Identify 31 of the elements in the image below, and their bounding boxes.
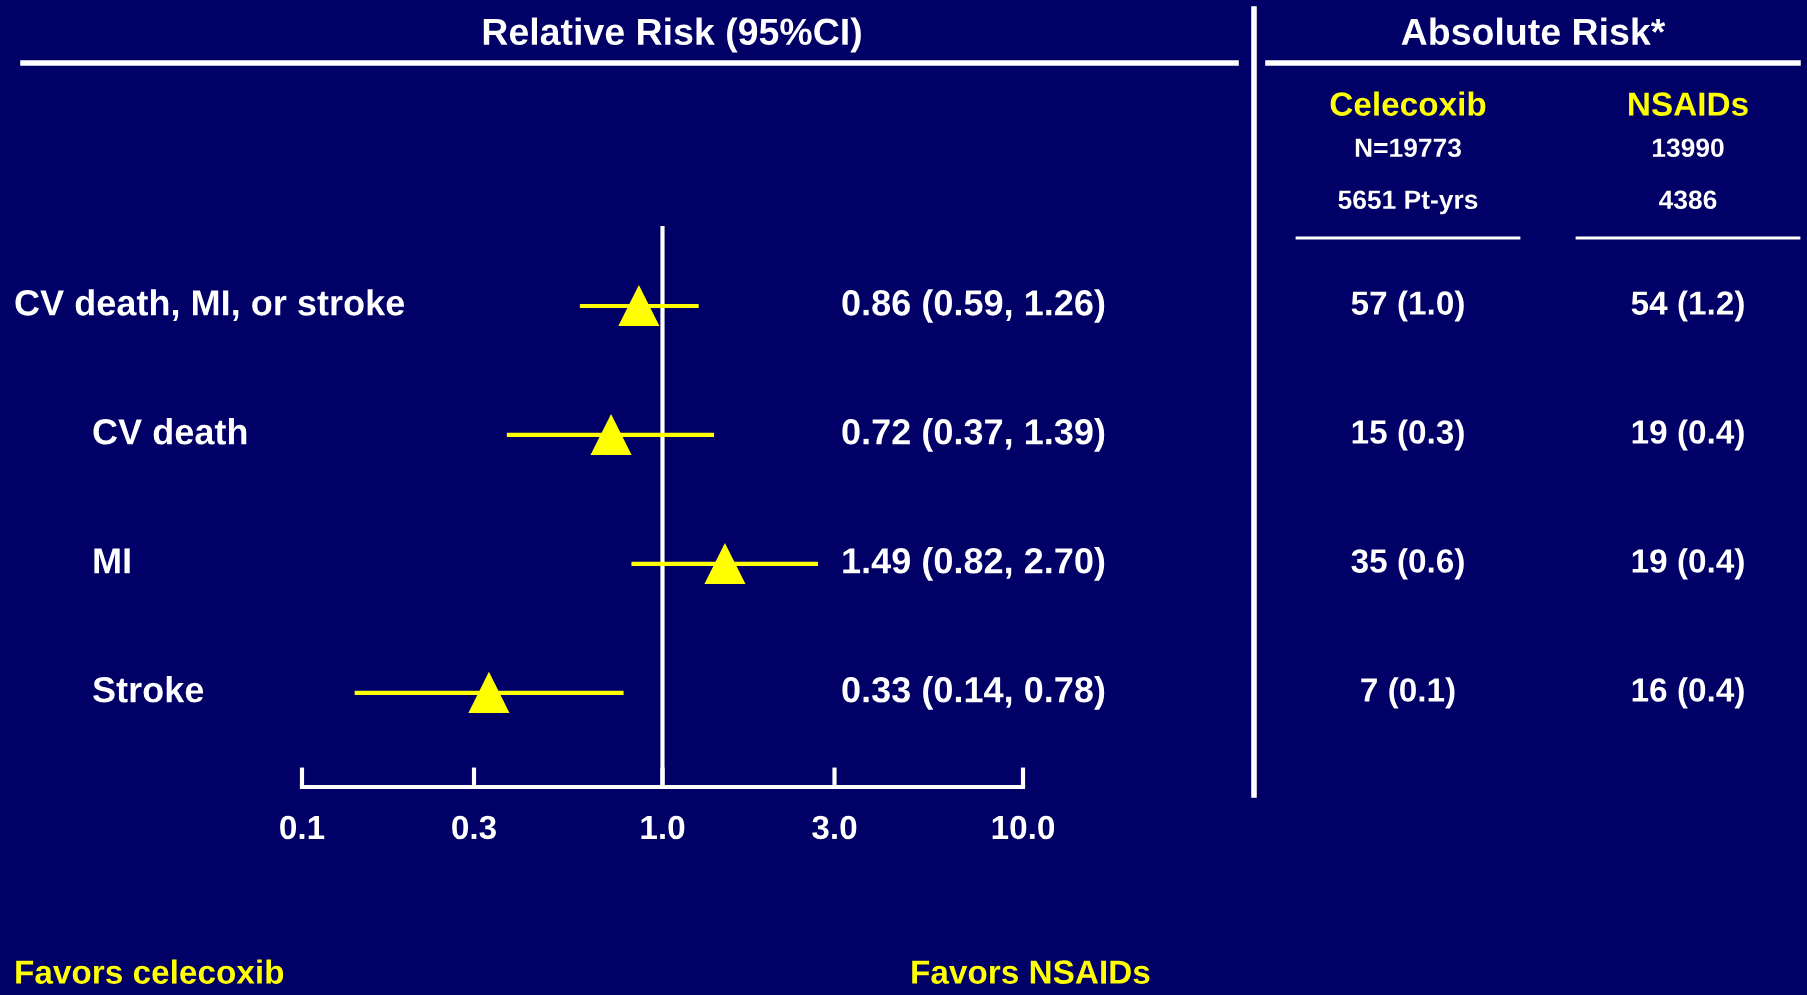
text: 4386 bbox=[1659, 190, 1717, 210]
text: NSAIDs bbox=[1629, 92, 1748, 116]
text: 19 (0.4) bbox=[1632, 419, 1744, 451]
text: 7 (0.1) bbox=[1361, 677, 1455, 709]
y-tick-label: CV death bbox=[93, 418, 247, 445]
text: N=19773 bbox=[1355, 138, 1461, 158]
y-tick-label: Stroke bbox=[93, 676, 204, 703]
text: Absolute Risk* bbox=[1401, 17, 1666, 46]
y-tick-label: CV death, MI, or stroke bbox=[15, 289, 405, 321]
y-tick-label: MI bbox=[94, 548, 130, 574]
annotation: 1.49 (0.82, 2.70) bbox=[843, 547, 1105, 581]
text: 35 (0.6) bbox=[1351, 548, 1464, 580]
text: 57 (1.0) bbox=[1351, 290, 1464, 322]
text: 54 (1.2) bbox=[1631, 290, 1744, 322]
chart-title: Relative Risk (95%CI) bbox=[483, 17, 861, 53]
annotation: 0.33 (0.14, 0.78) bbox=[842, 676, 1105, 710]
text: 5651 Pt-yrs bbox=[1338, 190, 1478, 215]
annotation: 0.86 (0.59, 1.26) bbox=[842, 289, 1105, 323]
text: 16 (0.4) bbox=[1632, 677, 1744, 709]
x-tick-label: 3.0 bbox=[812, 815, 857, 840]
annotation: 0.72 (0.37, 1.39) bbox=[842, 418, 1105, 452]
x-tick-label: 10.0 bbox=[992, 815, 1055, 840]
x-tick-label: 0.1 bbox=[280, 815, 325, 840]
text: 15 (0.3) bbox=[1352, 419, 1464, 451]
text: 19 (0.4) bbox=[1632, 548, 1744, 580]
text: Favors celecoxib bbox=[16, 959, 284, 984]
text: Celecoxib bbox=[1330, 91, 1486, 116]
x-tick-label: 1.0 bbox=[641, 815, 685, 840]
text: 13990 bbox=[1652, 138, 1724, 158]
x-tick-label: 0.3 bbox=[452, 815, 496, 840]
text: Favors NSAIDs bbox=[912, 960, 1150, 984]
